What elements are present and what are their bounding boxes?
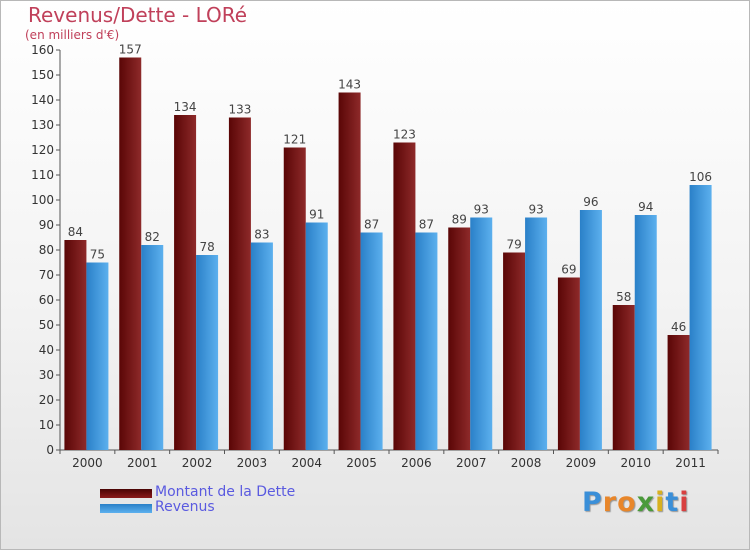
data-label-revenus: 106 [689, 170, 712, 184]
y-tick-label: 110 [31, 168, 54, 182]
data-label-dette: 58 [616, 290, 631, 304]
bar-dette [283, 147, 306, 450]
x-tick-label: 2005 [346, 456, 377, 470]
logo-letter: i [679, 487, 690, 518]
y-tick-label: 120 [31, 143, 54, 157]
x-tick-label: 2003 [237, 456, 268, 470]
x-tick-label: 2007 [456, 456, 487, 470]
data-label-dette: 121 [283, 133, 306, 147]
bar-revenus [141, 245, 164, 450]
data-label-revenus: 96 [583, 195, 598, 209]
bar-dette [667, 335, 690, 450]
y-tick-label: 50 [39, 318, 54, 332]
x-tick-label: 2011 [675, 456, 706, 470]
legend-swatch-dette [100, 489, 152, 498]
y-tick-label: 0 [46, 443, 54, 457]
data-label-dette: 79 [506, 238, 521, 252]
bar-revenus [86, 262, 109, 450]
y-tick-label: 160 [31, 43, 54, 57]
data-label-revenus: 93 [474, 203, 489, 217]
data-label-dette: 133 [228, 103, 251, 117]
data-label-revenus: 87 [419, 218, 434, 232]
y-tick-label: 90 [39, 218, 54, 232]
data-label-revenus: 87 [364, 218, 379, 232]
bar-dette [503, 252, 526, 450]
bar-revenus [196, 255, 219, 450]
data-label-dette: 69 [561, 263, 576, 277]
bar-revenus [634, 215, 657, 450]
x-tick-label: 2002 [182, 456, 213, 470]
y-tick-label: 70 [39, 268, 54, 282]
data-label-dette: 143 [338, 78, 361, 92]
logo-letter: t [665, 487, 680, 518]
bar-dette [448, 227, 471, 450]
bar-revenus [525, 217, 548, 450]
data-label-revenus: 83 [254, 228, 269, 242]
y-tick-label: 60 [39, 293, 54, 307]
data-label-revenus: 94 [638, 200, 653, 214]
bar-dette [64, 240, 87, 450]
data-label-revenus: 78 [199, 240, 214, 254]
y-tick-label: 30 [39, 368, 54, 382]
data-label-revenus: 82 [145, 230, 160, 244]
y-tick-label: 40 [39, 343, 54, 357]
x-tick-label: 2000 [72, 456, 103, 470]
logo-letter: x [636, 487, 656, 518]
data-label-dette: 123 [393, 128, 416, 142]
logo-letter: r [602, 487, 618, 518]
data-label-dette: 89 [452, 213, 467, 227]
y-tick-label: 80 [39, 243, 54, 257]
y-tick-label: 140 [31, 93, 54, 107]
proxiti-logo: Proxiti [582, 487, 690, 518]
logo-letter: o [617, 487, 637, 518]
x-tick-label: 2006 [401, 456, 432, 470]
x-tick-label: 2008 [511, 456, 542, 470]
x-tick-label: 2004 [291, 456, 322, 470]
data-label-dette: 157 [119, 43, 142, 57]
bar-dette [557, 277, 580, 450]
data-label-revenus: 75 [90, 248, 105, 262]
bar-dette [393, 142, 416, 450]
bar-dette [228, 117, 251, 450]
bar-dette [338, 92, 361, 450]
x-tick-label: 2001 [127, 456, 158, 470]
bar-dette [612, 305, 635, 450]
bar-revenus [689, 185, 712, 450]
logo-letter: i [655, 487, 666, 518]
y-tick-label: 150 [31, 68, 54, 82]
bar-dette [119, 57, 142, 450]
data-label-dette: 84 [68, 225, 83, 239]
logo-letter: P [582, 487, 603, 518]
y-tick-label: 20 [39, 393, 54, 407]
legend-label-dette: Montant de la Dette [155, 484, 296, 500]
data-label-revenus: 91 [309, 208, 324, 222]
y-tick-label: 10 [39, 418, 54, 432]
bar-revenus [579, 210, 602, 450]
bar-revenus [250, 242, 273, 450]
data-label-dette: 134 [174, 100, 197, 114]
y-tick-label: 100 [31, 193, 54, 207]
data-label-dette: 46 [671, 320, 686, 334]
bar-revenus [360, 232, 383, 450]
bar-revenus [470, 217, 493, 450]
x-tick-label: 2009 [566, 456, 597, 470]
y-tick-label: 130 [31, 118, 54, 132]
legend-swatch-revenus [100, 504, 152, 513]
x-tick-label: 2010 [620, 456, 651, 470]
legend-label-revenus: Revenus [155, 499, 215, 515]
bar-revenus [305, 222, 328, 450]
bar-revenus [415, 232, 438, 450]
chart-title: Revenus/Dette - LORé [28, 3, 248, 27]
chart-subtitle: (en milliers d'€) [25, 28, 120, 42]
bar-dette [174, 115, 197, 450]
data-label-revenus: 93 [528, 203, 543, 217]
